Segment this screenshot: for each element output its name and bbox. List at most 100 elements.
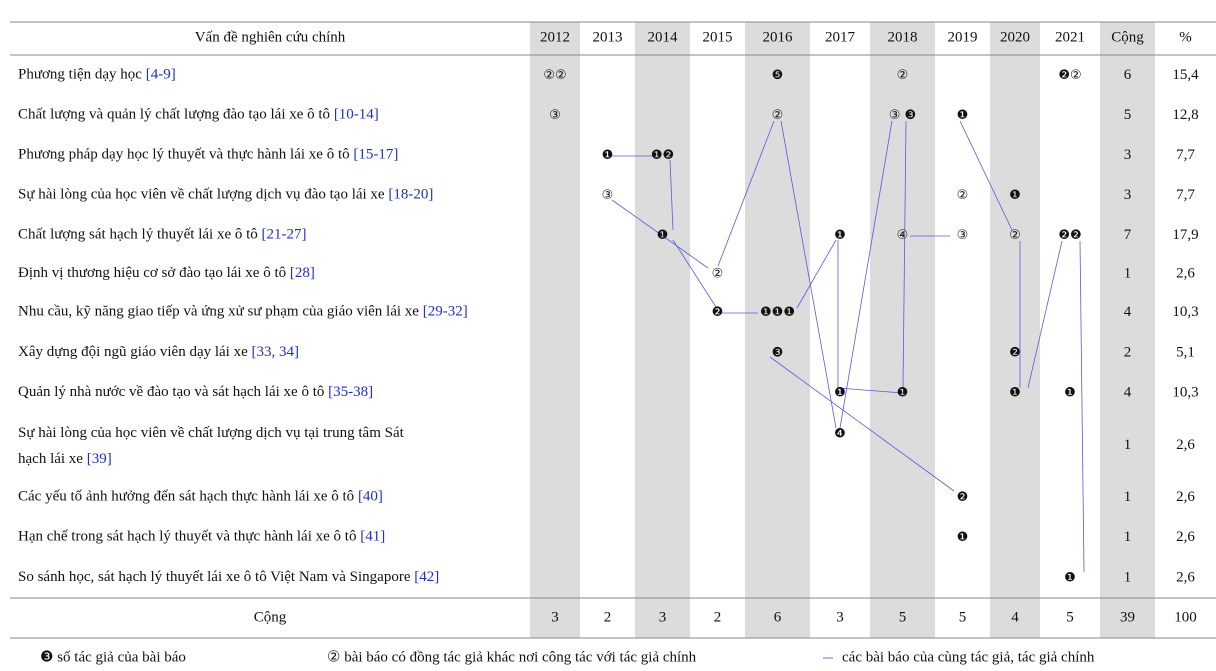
row-total: 7: [1124, 227, 1132, 243]
footer-year: 3: [659, 609, 667, 625]
row-label-text: Định vị thương hiệu cơ sở đào tạo lái xe…: [18, 265, 290, 281]
connector: [672, 239, 717, 308]
cell-mark: ❹: [834, 427, 846, 442]
cell-mark: ②: [897, 68, 909, 83]
row-ref: [33, 34]: [252, 344, 300, 360]
row-ref: [4-9]: [146, 67, 176, 83]
column-shading: [530, 22, 1155, 638]
row-label-text: Quản lý nhà nước về đào tạo và sát hạch …: [18, 384, 328, 400]
shaded-column: [530, 22, 580, 638]
row-total: 1: [1124, 437, 1132, 453]
row-total: 1: [1124, 265, 1132, 281]
row-label: So sánh học, sát hạch lý thuyết lái xe ô…: [18, 569, 439, 585]
header-year: 2016: [763, 29, 794, 45]
connector: [1027, 240, 1063, 389]
cell-mark: ❶: [957, 108, 969, 123]
table-rules: [10, 21, 1216, 639]
cell-mark: ❷: [957, 490, 969, 505]
row-label: Định vị thương hiệu cơ sở đào tạo lái xe…: [18, 265, 315, 281]
shaded-column: [870, 22, 935, 638]
footer-year: 5: [899, 609, 907, 625]
row-label: Hạn chế trong sát hạch lý thuyết và thực…: [18, 529, 385, 545]
row-label: Phương pháp dạy học lý thuyết và thực hà…: [18, 147, 398, 163]
cell-mark: ③: [602, 188, 614, 203]
header-year: 2017: [825, 29, 856, 45]
row-percent: 2,6: [1176, 437, 1195, 453]
cell-mark: ❶❷: [651, 148, 674, 163]
header-percent: %: [1179, 29, 1192, 45]
row-label-text: hạch lái xe: [18, 451, 87, 467]
connector: [1079, 240, 1085, 573]
row-label: Quản lý nhà nước về đào tạo và sát hạch …: [18, 384, 373, 400]
connector: [717, 120, 775, 267]
footer-percent: 100: [1174, 609, 1197, 625]
cell-mark: ❶: [957, 530, 969, 545]
row-label-text: Phương tiện dạy học: [18, 67, 146, 83]
connector: [839, 120, 893, 429]
cell-mark: ❶: [1064, 386, 1076, 401]
connector: [959, 120, 1013, 231]
cell-mark: ❶: [1009, 386, 1021, 401]
cell-mark: ❷: [1009, 346, 1021, 361]
header-topic: Vấn đề nghiên cứu chính: [195, 29, 346, 45]
cell-mark: ❶: [1064, 571, 1076, 586]
cell-mark: ③: [957, 228, 969, 243]
cell-mark: ❶: [657, 228, 669, 243]
header-year: 2019: [948, 29, 978, 45]
row-total: 3: [1124, 187, 1132, 203]
row-percent: 2,6: [1176, 489, 1195, 505]
row-label-text: Phương pháp dạy học lý thuyết và thực hà…: [18, 147, 353, 163]
footer-year: 2: [604, 609, 612, 625]
row-percent: 10,3: [1172, 304, 1198, 320]
row-label: Chất lượng và quản lý chất lượng đào tạo…: [18, 107, 379, 123]
row-ref: [10-14]: [334, 107, 379, 123]
connector: [611, 199, 709, 269]
row-ref: [41]: [360, 529, 385, 545]
connector: [837, 240, 904, 394]
cell-mark: ③: [549, 108, 561, 123]
cell-mark: ❷❷: [1058, 228, 1081, 243]
row-percent: 2,6: [1176, 569, 1195, 585]
footer-label: Cộng: [254, 609, 287, 625]
row-percent: 5,1: [1176, 344, 1195, 360]
cell-mark: ❶: [602, 148, 614, 163]
row-label-text: Chất lượng và quản lý chất lượng đào tạo…: [18, 107, 334, 123]
shaded-column: [745, 22, 810, 638]
cell-mark: ❷: [712, 305, 724, 320]
cell-mark: ❶: [834, 386, 846, 401]
connector: [902, 120, 907, 389]
row-ref: [42]: [414, 569, 439, 585]
cell-mark: ②: [772, 108, 784, 123]
connector: [780, 120, 837, 429]
footer-year: 6: [774, 609, 782, 625]
row-label-text: Nhu cầu, kỹ năng giao tiếp và ứng xử sư …: [18, 304, 423, 320]
header-year: 2012: [540, 29, 570, 45]
row-ref: [39]: [87, 451, 112, 467]
legend-coauthors: ② bài báo có đồng tác giả khác nơi công …: [327, 649, 697, 665]
header-total: Cộng: [1111, 29, 1144, 45]
table-content: Vấn đề nghiên cứu chính 2012 2013 2014 2015 2…: [18, 29, 1199, 665]
row-percent: 7,7: [1176, 187, 1195, 203]
connectors: [611, 120, 1085, 659]
row-label-text: Chất lượng sát hạch lý thuyết lái xe ô t…: [18, 227, 262, 243]
row-total: 3: [1124, 147, 1132, 163]
row-label: Nhu cầu, kỹ năng giao tiếp và ứng xử sư …: [18, 304, 468, 320]
connector: [769, 356, 955, 492]
shaded-column: [1100, 22, 1155, 638]
row-total: 2: [1124, 344, 1132, 360]
header-year: 2021: [1055, 29, 1085, 45]
connector: [796, 239, 837, 309]
row-label-text: So sánh học, sát hạch lý thuyết lái xe ô…: [18, 569, 414, 585]
row-label: hạch lái xe [39]: [18, 451, 112, 467]
cell-mark: ②: [712, 267, 724, 282]
shaded-column: [990, 22, 1040, 638]
cell-mark: ❶: [897, 386, 909, 401]
row-percent: 2,6: [1176, 265, 1195, 281]
row-label: Sự hài lòng của học viên về chất lượng d…: [18, 425, 405, 441]
row-total: 1: [1124, 489, 1132, 505]
row-ref: [15-17]: [353, 147, 398, 163]
footer-year: 3: [551, 609, 559, 625]
cell-mark: ②②: [543, 68, 566, 83]
row-label: Các yếu tố ảnh hưởng đến sát hạch thực h…: [18, 489, 383, 505]
cell-mark: ❶❶❶: [760, 305, 795, 320]
